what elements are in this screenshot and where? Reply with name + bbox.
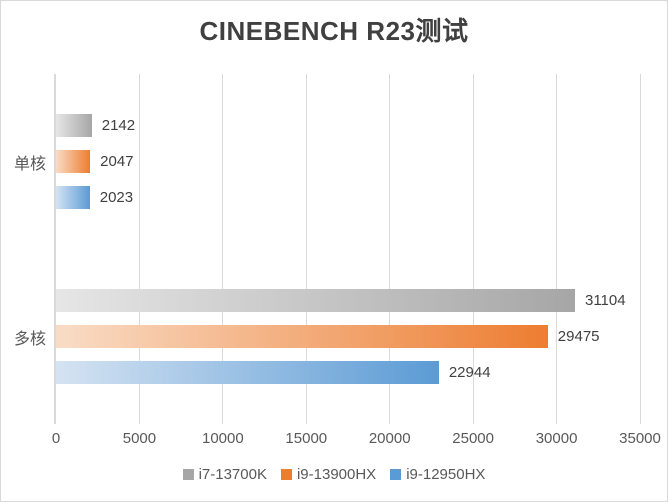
category-axis-line: [54, 74, 56, 424]
bar-i9-12950HX-多核: [56, 361, 439, 384]
legend-swatch-icon: [390, 469, 402, 480]
gridline-x-30000: [556, 74, 558, 424]
bar-i7-13700K-单核: [56, 114, 92, 137]
legend-swatch-icon: [280, 469, 292, 480]
legend-label: i9-13900HX: [296, 466, 377, 483]
gridline-x-20000: [389, 74, 391, 424]
legend-item-i9-13900HX: i9-13900HX: [280, 466, 377, 483]
x-tick-label-30000: 30000: [535, 430, 578, 447]
plot-area: 单核 2142 2047 2023 多核 31104 29475 22944: [14, 74, 641, 424]
x-tick-label-5000: 5000: [122, 430, 157, 447]
bar-value-label: 22944: [448, 364, 491, 381]
x-tick-label-35000: 35000: [619, 430, 661, 447]
chart-title: CINEBENCH R23测试: [199, 16, 469, 46]
bar-value-label: 2023: [99, 189, 134, 206]
x-tick-label-20000: 20000: [368, 430, 411, 447]
legend-item-i9-12950HX: i9-12950HX: [390, 466, 485, 483]
bar-row: 2047: [56, 150, 640, 173]
x-tick-label-25000: 25000: [452, 430, 494, 447]
x-axis: 0 5000 10000 15000 20000 25000 30000 35000: [52, 430, 661, 448]
x-tick-label-10000: 10000: [201, 430, 244, 447]
bar-i9-13900HX-多核: [56, 325, 548, 348]
bar-row: 22944: [56, 361, 640, 384]
bar-value-label: 29475: [557, 328, 600, 345]
bar-value-label: 2047: [100, 153, 134, 170]
gridline-x-10000: [222, 74, 224, 424]
x-tick-label-0: 0: [51, 430, 61, 447]
bar-value-label: 2142: [101, 117, 136, 134]
category-group-0: 单核 2142 2047 2023: [14, 74, 640, 249]
gridline-x-25000: [472, 74, 474, 424]
gridline-x-15000: [305, 74, 307, 424]
gridline-x-35000: [639, 74, 641, 424]
bar-i9-12950HX-单核: [56, 186, 90, 209]
bar-row: 31104: [56, 289, 640, 312]
x-tick-label-15000: 15000: [285, 430, 328, 447]
bar-row: 2142: [56, 114, 640, 137]
category-label-0: 单核: [13, 155, 46, 173]
bar-value-label: 31104: [584, 292, 626, 309]
category-group-1: 多核 31104 29475 22944: [14, 249, 640, 424]
legend-label: i7-13700K: [198, 466, 267, 483]
legend-swatch-icon: [182, 469, 194, 480]
legend-item-i7-13700K: i7-13700K: [182, 466, 267, 483]
bar-i7-13700K-多核: [56, 289, 575, 312]
bar-row: 29475: [56, 325, 640, 348]
category-label-1: 多核: [13, 330, 46, 348]
legend: i7-13700K i9-13900HX i9-12950HX: [1, 466, 667, 483]
gridline-x-5000: [138, 74, 140, 424]
bar-i9-13900HX-单核: [56, 150, 91, 173]
bar-row: 2023: [56, 186, 640, 209]
legend-label: i9-12950HX: [406, 466, 486, 483]
